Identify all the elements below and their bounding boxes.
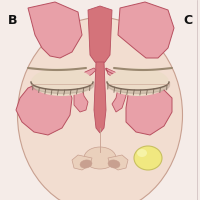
- Polygon shape: [126, 82, 172, 135]
- Polygon shape: [118, 2, 174, 58]
- Ellipse shape: [18, 18, 182, 200]
- Ellipse shape: [84, 147, 116, 169]
- Ellipse shape: [134, 146, 162, 170]
- Polygon shape: [106, 68, 124, 86]
- Ellipse shape: [31, 68, 93, 96]
- Polygon shape: [72, 155, 92, 170]
- Ellipse shape: [137, 149, 147, 157]
- Text: C: C: [183, 14, 192, 27]
- Polygon shape: [88, 6, 112, 65]
- Ellipse shape: [107, 68, 169, 96]
- Polygon shape: [106, 68, 126, 112]
- Polygon shape: [94, 62, 106, 133]
- Ellipse shape: [80, 160, 92, 168]
- Polygon shape: [108, 155, 128, 170]
- Polygon shape: [28, 2, 82, 58]
- Polygon shape: [74, 68, 96, 112]
- Ellipse shape: [108, 160, 120, 168]
- Polygon shape: [16, 82, 72, 135]
- Text: B: B: [8, 14, 18, 27]
